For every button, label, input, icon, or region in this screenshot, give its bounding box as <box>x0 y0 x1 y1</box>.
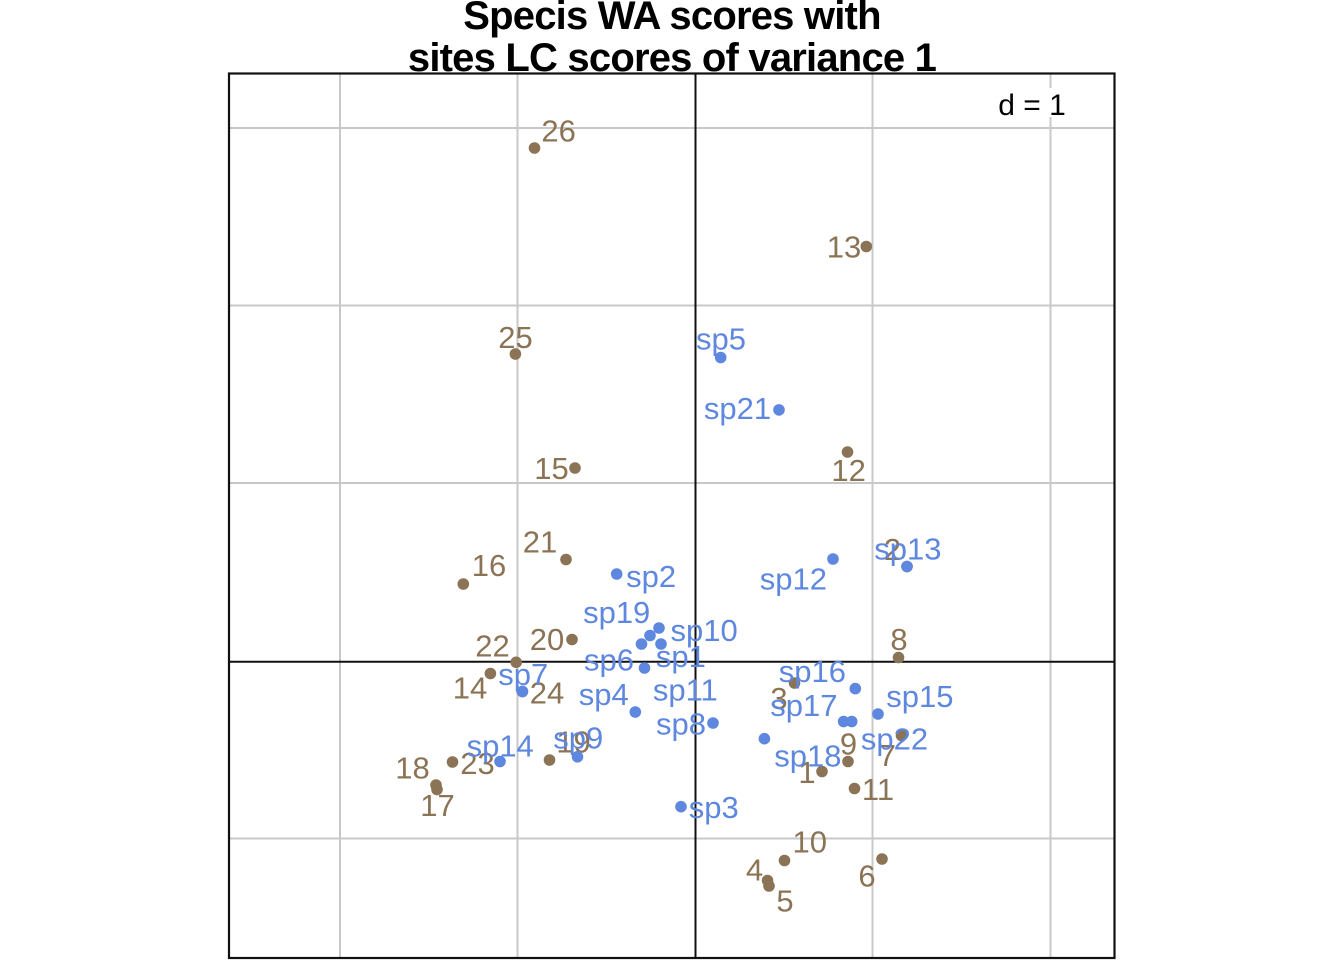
svg-text:7: 7 <box>879 738 896 773</box>
svg-text:15: 15 <box>534 451 568 486</box>
svg-text:4: 4 <box>746 852 763 887</box>
svg-text:2: 2 <box>884 532 901 567</box>
svg-text:sp19: sp19 <box>583 595 650 630</box>
svg-text:22: 22 <box>475 629 509 664</box>
svg-text:sp5: sp5 <box>696 322 746 357</box>
svg-text:sp1: sp1 <box>656 639 706 674</box>
svg-text:sp17: sp17 <box>770 688 837 723</box>
svg-text:16: 16 <box>472 548 506 583</box>
svg-text:sp16: sp16 <box>779 654 846 689</box>
svg-text:20: 20 <box>530 622 564 657</box>
svg-text:1: 1 <box>798 755 815 790</box>
svg-text:sp3: sp3 <box>689 790 739 825</box>
svg-text:25: 25 <box>498 320 532 355</box>
svg-text:11: 11 <box>862 772 894 807</box>
svg-text:17: 17 <box>420 788 454 823</box>
svg-text:12: 12 <box>831 453 865 488</box>
svg-text:3: 3 <box>770 681 787 716</box>
svg-text:sp21: sp21 <box>704 391 771 426</box>
svg-text:14: 14 <box>453 670 487 705</box>
svg-text:sp8: sp8 <box>656 707 706 742</box>
svg-text:sp4: sp4 <box>579 677 629 712</box>
svg-text:sp13: sp13 <box>874 532 941 567</box>
svg-text:sites LC scores of variance 1: sites LC scores of variance 1 <box>408 36 937 80</box>
svg-text:13: 13 <box>827 230 861 265</box>
svg-text:sp7: sp7 <box>498 657 548 692</box>
svg-text:sp10: sp10 <box>670 613 737 648</box>
svg-text:sp6: sp6 <box>584 643 634 678</box>
svg-text:sp12: sp12 <box>760 562 827 597</box>
svg-text:sp2: sp2 <box>626 559 676 594</box>
svg-text:5: 5 <box>776 884 793 919</box>
svg-text:sp11: sp11 <box>653 673 718 708</box>
svg-text:10: 10 <box>792 824 826 859</box>
svg-text:d = 1: d = 1 <box>998 89 1066 122</box>
svg-text:sp9: sp9 <box>553 721 603 756</box>
svg-text:18: 18 <box>395 751 429 786</box>
svg-text:sp14: sp14 <box>467 729 534 764</box>
svg-text:23: 23 <box>460 746 494 781</box>
svg-text:sp18: sp18 <box>774 739 841 774</box>
svg-text:sp15: sp15 <box>886 679 953 714</box>
svg-text:21: 21 <box>523 525 557 560</box>
svg-text:6: 6 <box>858 859 875 894</box>
svg-text:9: 9 <box>840 727 857 762</box>
svg-text:8: 8 <box>890 622 907 657</box>
svg-text:26: 26 <box>541 113 575 148</box>
svg-text:Specis WA scores with: Specis WA scores with <box>463 0 880 38</box>
svg-text:24: 24 <box>530 676 564 711</box>
svg-text:sp22: sp22 <box>861 722 928 757</box>
